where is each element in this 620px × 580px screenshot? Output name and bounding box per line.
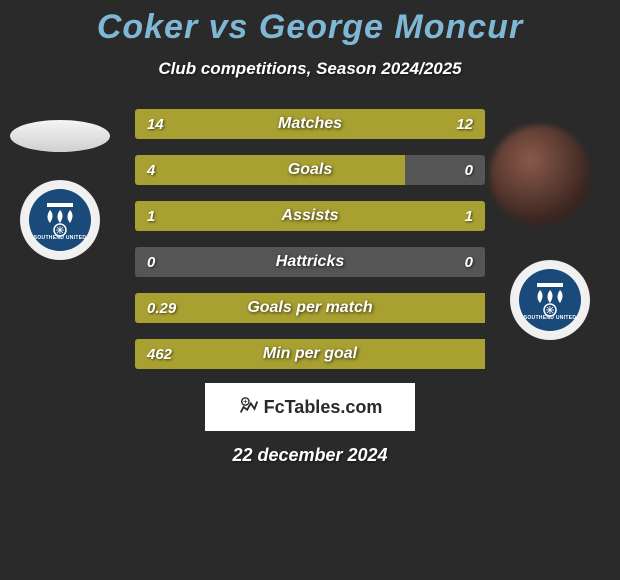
stat-value-left: 0 bbox=[147, 254, 155, 271]
title-vs: vs bbox=[209, 8, 249, 46]
stat-row: 4 0 Goals bbox=[135, 155, 485, 185]
stat-bar-left bbox=[135, 155, 405, 185]
player1-avatar bbox=[10, 120, 110, 152]
stat-row: 0.29 Goals per match bbox=[135, 293, 485, 323]
stat-value-left: 462 bbox=[147, 346, 172, 363]
player1-club-badge: SOUTHEND UNITED bbox=[20, 180, 100, 260]
subtitle: Club competitions, Season 2024/2025 bbox=[158, 59, 461, 79]
club-name-right: SOUTHEND UNITED bbox=[524, 315, 577, 321]
stat-label: Assists bbox=[282, 207, 339, 225]
fctables-text: FcTables.com bbox=[264, 397, 383, 418]
stat-label: Goals bbox=[288, 161, 332, 179]
fctables-logo-icon bbox=[238, 396, 260, 418]
player2-club-badge: SOUTHEND UNITED bbox=[510, 260, 590, 340]
stat-row: 0 0 Hattricks bbox=[135, 247, 485, 277]
stat-value-left: 1 bbox=[147, 208, 155, 225]
stat-value-right: 0 bbox=[465, 254, 473, 271]
stat-label: Goals per match bbox=[247, 299, 372, 317]
title-player2: George Moncur bbox=[259, 8, 523, 46]
club-name-left: SOUTHEND UNITED bbox=[34, 235, 87, 241]
stat-value-left: 0.29 bbox=[147, 300, 176, 317]
player2-avatar bbox=[490, 125, 590, 225]
stat-row: 1 1 Assists bbox=[135, 201, 485, 231]
stat-row: 14 12 Matches bbox=[135, 109, 485, 139]
stat-value-right: 1 bbox=[465, 208, 473, 225]
stat-label: Matches bbox=[278, 115, 342, 133]
stat-value-right: 12 bbox=[456, 116, 473, 133]
comparison-title: Coker vs George Moncur bbox=[97, 8, 523, 47]
stat-row: 462 Min per goal bbox=[135, 339, 485, 369]
date-text: 22 december 2024 bbox=[232, 445, 387, 466]
stats-container: 14 12 Matches 4 0 Goals 1 1 Assists 0 0 Hattricks 0.… bbox=[135, 109, 485, 369]
stat-label: Hattricks bbox=[276, 253, 344, 271]
stat-label: Min per goal bbox=[263, 345, 357, 363]
fctables-branding: FcTables.com bbox=[205, 383, 415, 431]
stat-value-left: 4 bbox=[147, 162, 155, 179]
stat-value-right: 0 bbox=[465, 162, 473, 179]
stat-value-left: 14 bbox=[147, 116, 164, 133]
title-player1: Coker bbox=[97, 8, 198, 46]
